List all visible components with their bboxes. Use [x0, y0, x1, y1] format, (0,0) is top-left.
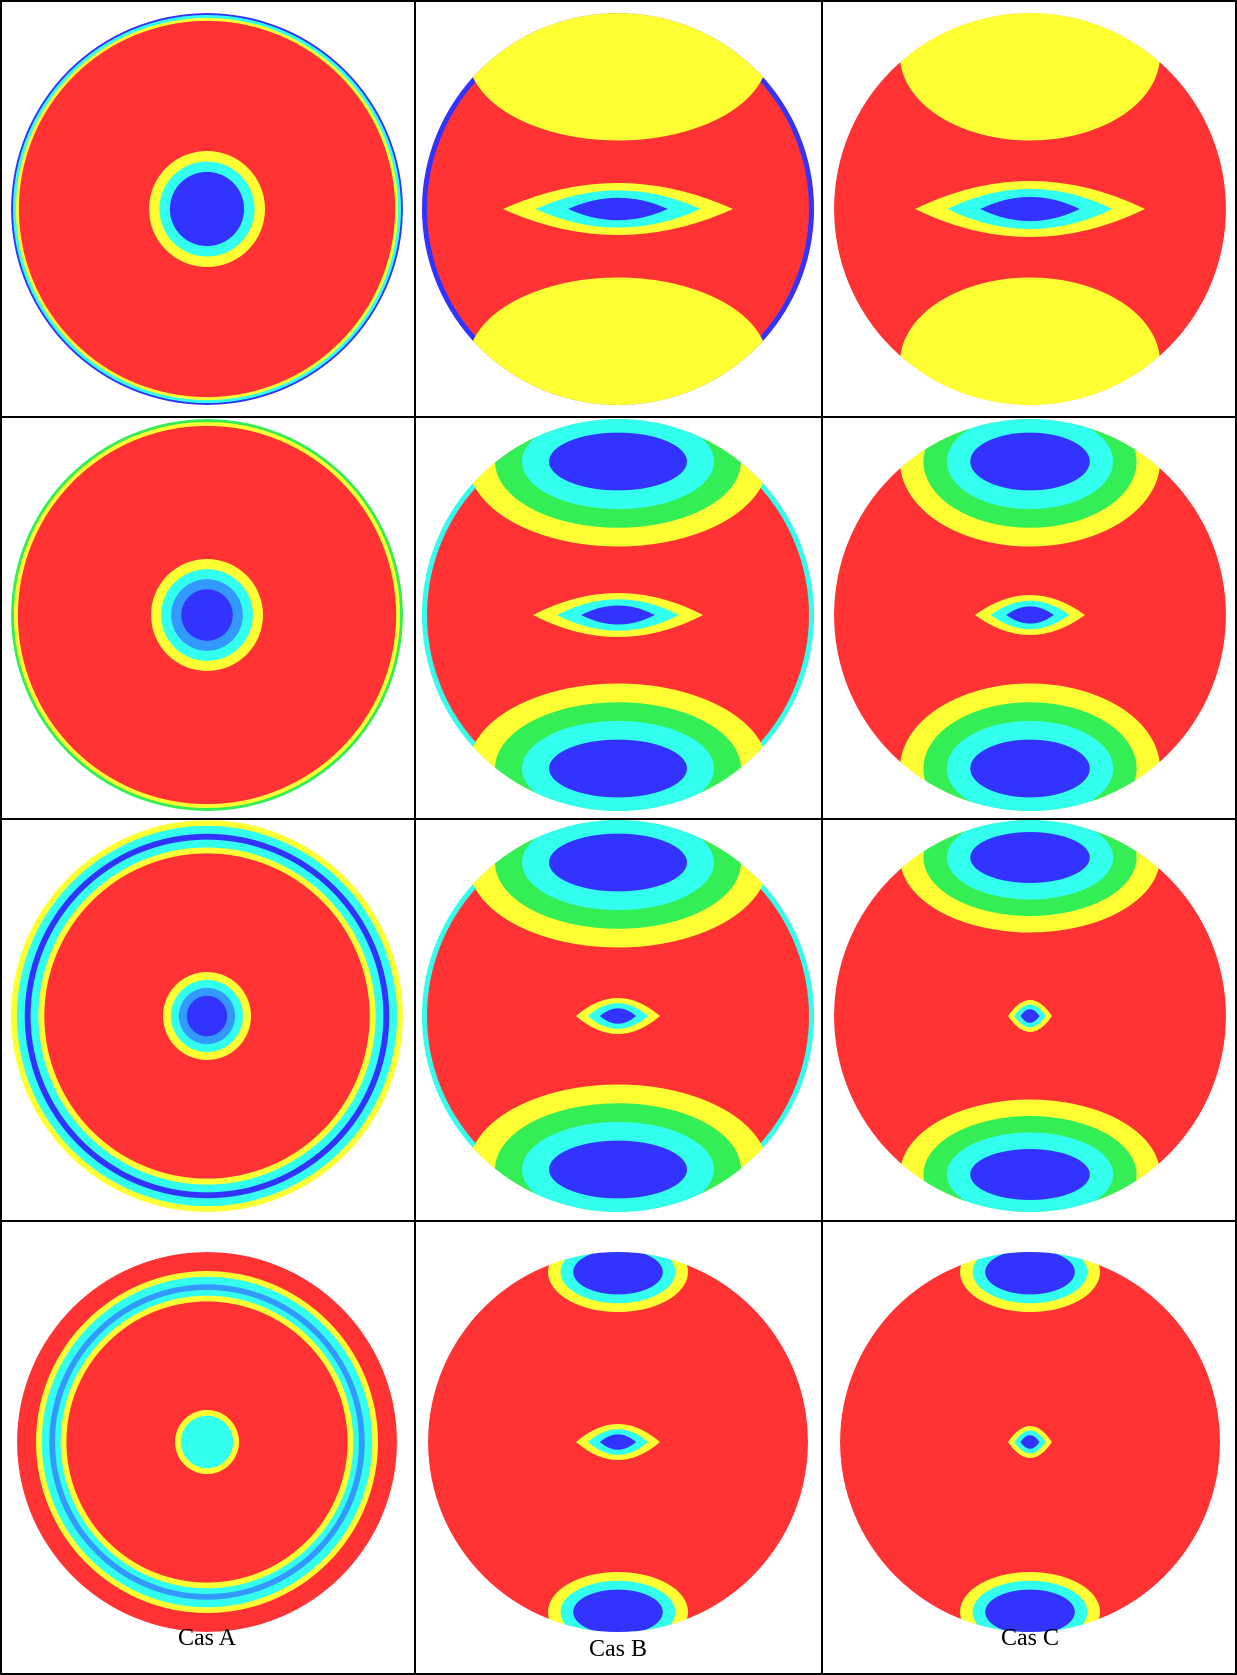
pole-figure — [11, 419, 403, 811]
lens-contour — [568, 197, 668, 221]
pole-figure — [17, 1252, 397, 1632]
center-contour — [180, 1415, 234, 1469]
cap-contour — [468, 277, 768, 405]
lens-contour — [1020, 1435, 1040, 1449]
center-contour — [169, 171, 245, 247]
cap-contour — [985, 1589, 1075, 1632]
caption: Cas C — [1001, 1625, 1059, 1651]
cap-contour — [573, 1252, 663, 1295]
cap-contour — [970, 432, 1090, 491]
cap-contour — [573, 1589, 663, 1632]
caption: Cas A — [178, 1625, 237, 1651]
cap-contour — [549, 432, 687, 491]
pole-figure — [840, 1252, 1220, 1632]
pole-figure — [422, 13, 814, 405]
caption: Cas B — [589, 1636, 647, 1662]
cap-contour — [970, 739, 1090, 798]
lens-contour — [599, 1434, 637, 1450]
cap-contour — [985, 1252, 1075, 1295]
cap-contour — [549, 1140, 687, 1199]
pole-figures — [11, 13, 1226, 1632]
cap-contour — [900, 13, 1160, 141]
lens-contour — [599, 1008, 637, 1024]
center-contour — [186, 995, 228, 1037]
pole-figure — [11, 820, 403, 1212]
lens-contour — [1006, 606, 1054, 624]
pole-figure — [428, 1252, 808, 1632]
lens-contour — [980, 196, 1080, 222]
cap-contour — [549, 833, 687, 892]
lens-contour — [1020, 1009, 1040, 1023]
pole-figure — [834, 419, 1226, 811]
cap-contour — [900, 277, 1160, 405]
cap-contour — [970, 832, 1090, 883]
pole-figure — [834, 13, 1226, 405]
pole-figure — [834, 820, 1226, 1212]
pole-figure — [11, 13, 403, 405]
cap-contour — [549, 739, 687, 798]
cap-contour — [970, 1149, 1090, 1200]
lens-contour — [581, 605, 655, 625]
cap-contour — [468, 13, 768, 141]
center-contour — [181, 589, 233, 641]
